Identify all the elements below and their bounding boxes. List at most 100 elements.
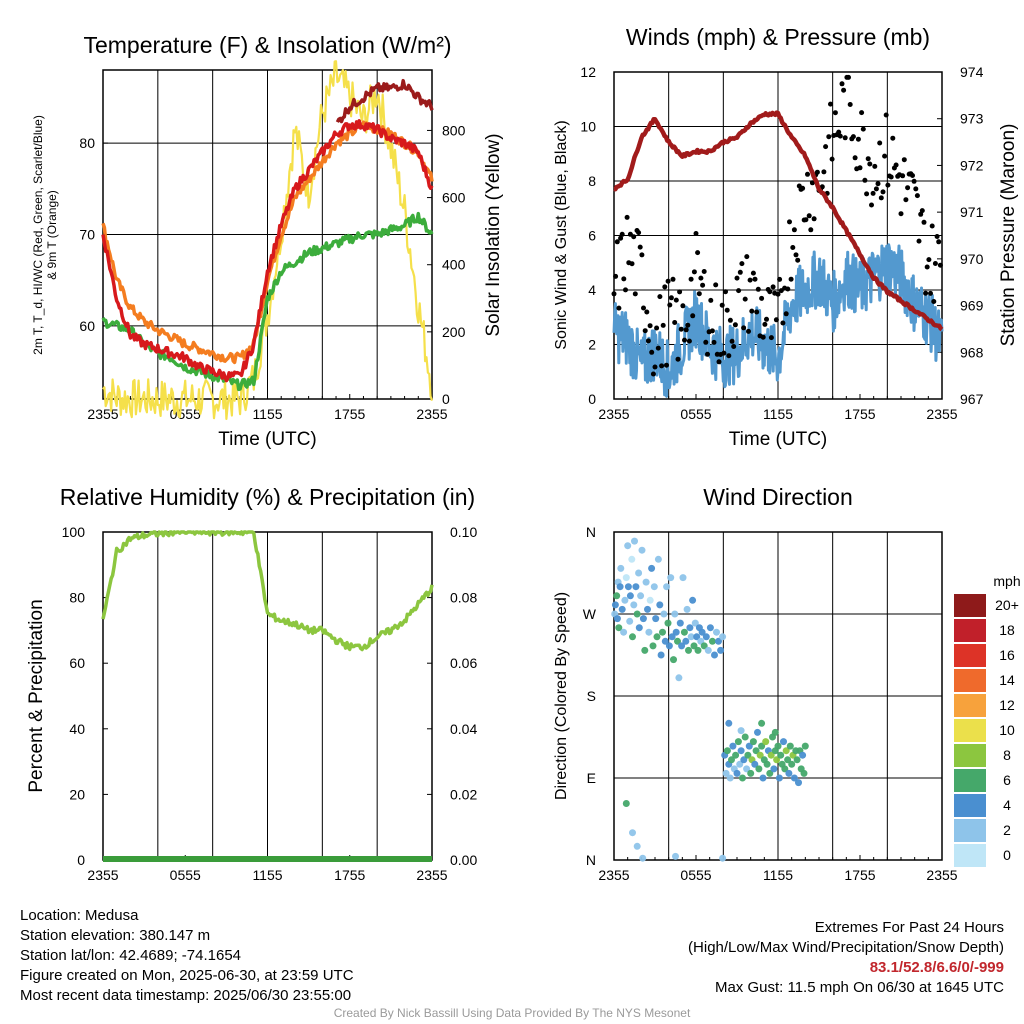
direction-point [685, 646, 692, 654]
gust-point [898, 211, 904, 217]
y-tick-label: 60 [79, 318, 95, 334]
gust-point [716, 359, 722, 365]
x-tick-label: 1755 [334, 406, 365, 422]
y2-tick-label: 967 [960, 391, 984, 407]
direction-point [752, 747, 760, 755]
gust-point [675, 356, 681, 362]
direction-point [663, 583, 671, 591]
y2-tick-label: 970 [960, 251, 984, 267]
gust-point [832, 110, 838, 116]
gust-point [690, 313, 696, 319]
y-tick-label: 8 [588, 173, 596, 189]
gust-point [862, 177, 868, 183]
direction-point [747, 769, 755, 777]
y-tick-label: N [586, 524, 596, 540]
colorbar-label: 10 [999, 722, 1015, 738]
latlon-text: Station lat/lon: 42.4689; -74.1654 [20, 947, 242, 964]
gust-point [900, 173, 906, 179]
gust-point [642, 328, 648, 334]
series-line-2m-t [101, 119, 434, 383]
y-tick-label: 6 [588, 228, 596, 244]
y-tick-label: 80 [69, 590, 85, 606]
gust-point [793, 252, 799, 258]
gust-point [680, 303, 686, 309]
direction-point [762, 738, 770, 746]
gust-point [850, 134, 856, 140]
direction-point [660, 610, 668, 618]
y2-tick-label: 0.02 [450, 786, 477, 802]
extremes-title: Extremes For Past 24 Hours [814, 919, 1004, 936]
gust-point [637, 244, 643, 250]
gust-point [823, 144, 829, 150]
credit-text: Created By Nick Bassill Using Data Provi… [333, 1006, 691, 1020]
gust-point [890, 135, 896, 141]
y-tick-label: 0 [77, 852, 85, 868]
colorbar-label: 0 [1003, 847, 1011, 863]
direction-point [725, 719, 733, 727]
y-axis-label: Percent & Precipitation [26, 599, 47, 792]
direction-point [679, 574, 687, 582]
direction-point [646, 596, 654, 604]
gust-point [885, 182, 891, 188]
gust-point [668, 295, 674, 301]
gust-point [857, 165, 863, 171]
gust-points [611, 74, 943, 377]
direction-point [732, 751, 740, 759]
gust-point [808, 227, 814, 233]
gust-point [641, 305, 646, 311]
direction-point [628, 555, 636, 563]
direction-point [799, 751, 807, 759]
elevation-text: Station elevation: 380.147 m [20, 927, 211, 944]
direction-point [795, 779, 802, 787]
gust-point [685, 322, 691, 328]
direction-point [801, 742, 809, 750]
gust-point [618, 235, 624, 241]
y2-tick-label: 0.04 [450, 721, 477, 737]
direction-point [698, 628, 706, 636]
direction-point [668, 633, 676, 641]
gust-point [705, 351, 710, 357]
direction-point [683, 605, 691, 613]
direction-point [652, 615, 660, 623]
gust-point [631, 234, 637, 240]
colorbar-swatch [954, 644, 986, 667]
direction-point [741, 733, 749, 741]
direction-point [686, 624, 694, 632]
direction-point [635, 624, 643, 632]
x-tick-label: 0555 [680, 406, 711, 422]
y2-axis-label: Solar Insolation (Yellow) [483, 133, 504, 336]
gust-point [695, 250, 701, 256]
x-tick-label: 1155 [252, 867, 282, 883]
direction-point [613, 592, 621, 600]
gust-point [913, 186, 919, 192]
gust-point [767, 289, 773, 295]
direction-point [767, 751, 775, 759]
direction-point [781, 765, 789, 773]
gust-point [803, 217, 809, 223]
gust-point [928, 290, 933, 296]
colorbar-swatch [954, 669, 986, 692]
gust-point [795, 257, 801, 263]
direction-point [751, 760, 759, 768]
direction-point [739, 774, 746, 782]
gust-point [806, 213, 812, 219]
gust-point [869, 202, 874, 208]
y-tick-label: 20 [69, 786, 85, 802]
gust-point [790, 245, 796, 250]
created-text: Figure created on Mon, 2025-06-30, at 23… [20, 967, 354, 984]
gust-point [741, 325, 747, 331]
gust-point [785, 286, 791, 292]
direction-point [737, 747, 745, 755]
direction-point [786, 742, 794, 750]
colorbar-label: 20+ [995, 597, 1019, 613]
gust-point [901, 157, 907, 163]
series-precipitation [103, 856, 432, 862]
gust-point [916, 238, 922, 244]
gust-point [683, 327, 689, 333]
gust-point [742, 296, 748, 302]
gust-point [744, 254, 750, 260]
y2-tick-label: 0 [442, 391, 450, 407]
colorbar-label: 16 [999, 647, 1015, 663]
colorbar-swatch [954, 694, 986, 717]
